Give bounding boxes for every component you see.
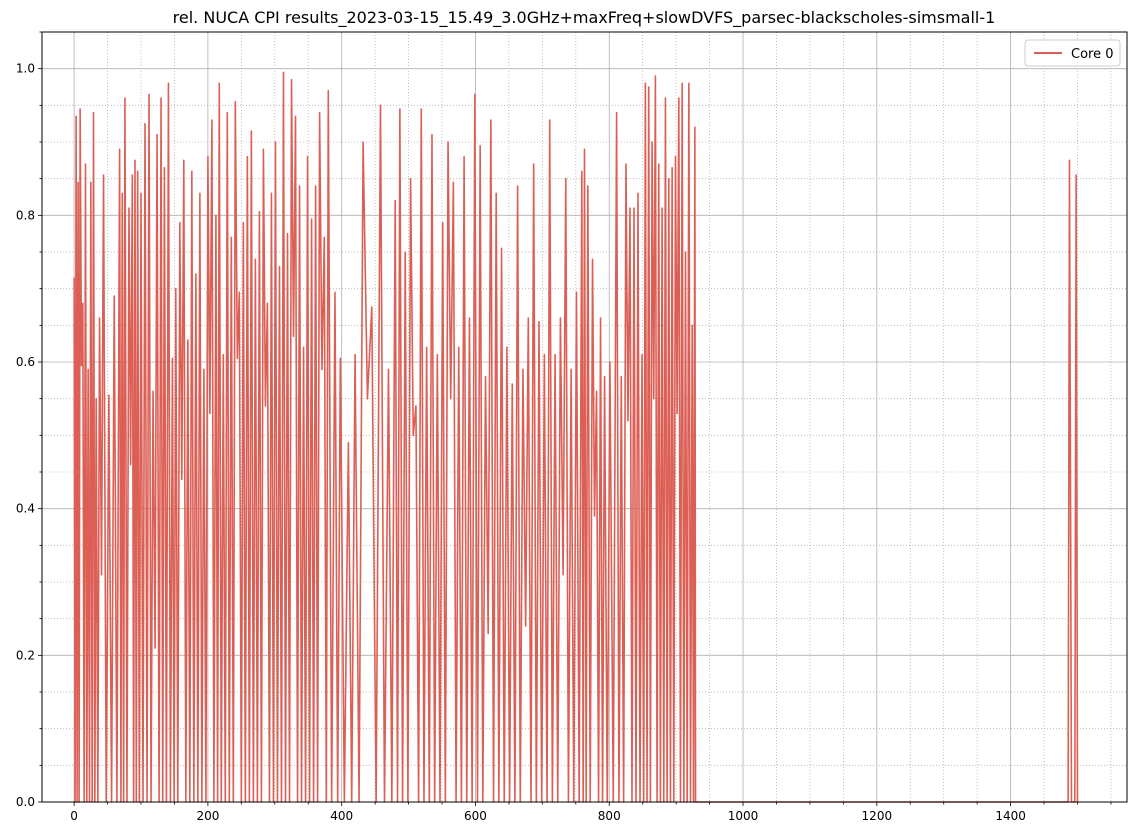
- x-tick-label: 1400: [995, 809, 1026, 823]
- y-tick-label: 0.8: [16, 208, 35, 222]
- y-tick-label: 0.0: [16, 795, 35, 809]
- y-axis: 0.0 0.2 0.4 0.6 0.8 1.0: [16, 31, 42, 809]
- y-tick-label: 0.2: [16, 648, 35, 662]
- y-tick-label: 1.0: [16, 62, 35, 76]
- legend: Core 0: [1024, 39, 1121, 67]
- x-tick-label: 600: [464, 809, 487, 823]
- chart-title: rel. NUCA CPI results_2023-03-15_15.49_3…: [173, 8, 996, 28]
- series-layer: [73, 71, 1079, 803]
- x-tick-label: 400: [330, 809, 353, 823]
- legend-label-core-0: Core 0: [1071, 47, 1114, 62]
- x-tick-label: 200: [196, 809, 219, 823]
- x-tick-label: 1200: [862, 809, 893, 823]
- y-tick-label: 0.4: [16, 502, 35, 516]
- y-tick-label: 0.6: [16, 355, 35, 369]
- legend-box: [1024, 39, 1121, 67]
- plot-frame: [41, 31, 1128, 803]
- x-tick-label: 0: [70, 809, 78, 823]
- x-tick-label: 800: [598, 809, 621, 823]
- x-axis: 0 200 400 600 800 1000 1200 1400: [70, 802, 1112, 823]
- x-tick-label: 1000: [728, 809, 759, 823]
